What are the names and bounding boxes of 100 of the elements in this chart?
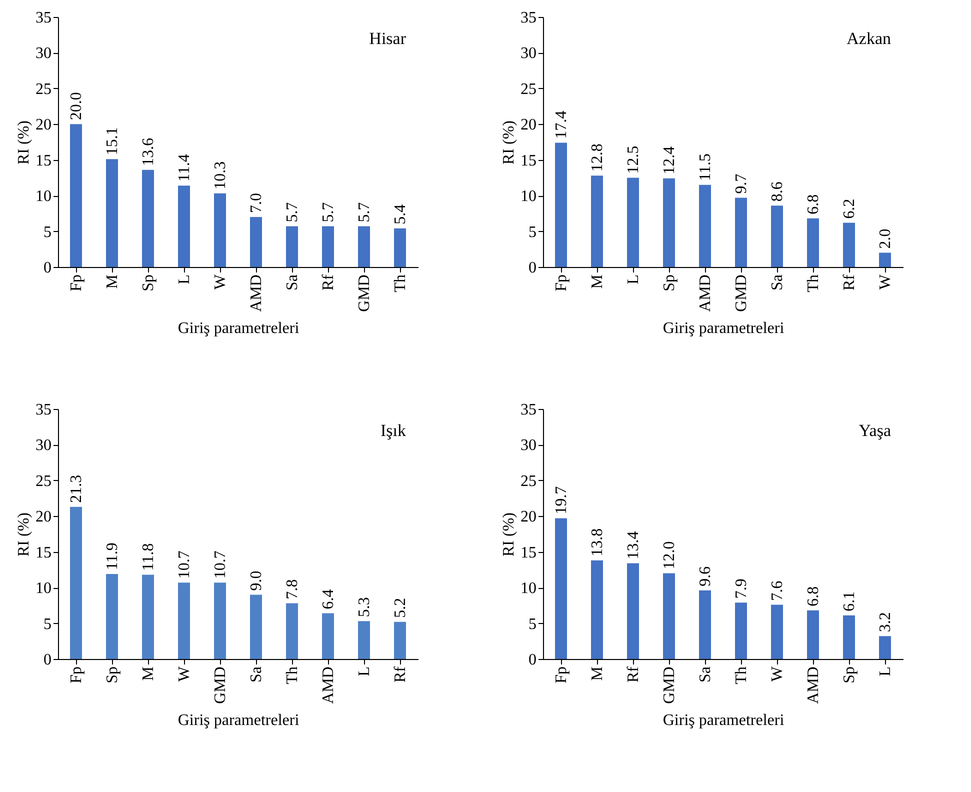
x-tick-label: Rf (841, 274, 858, 290)
data-label: 12.5 (625, 146, 642, 174)
data-label: 12.0 (661, 541, 678, 570)
x-tick-label: M (140, 666, 157, 681)
data-label: 6.2 (841, 198, 858, 219)
y-tick-label: 35 (36, 402, 52, 418)
data-label: 9.0 (248, 570, 265, 591)
data-label: 9.6 (697, 566, 714, 586)
x-tick-label: Fp (553, 274, 570, 292)
bar (322, 613, 334, 659)
x-tick-label: Sa (248, 666, 265, 682)
y-tick-label: 5 (44, 224, 52, 241)
bar (286, 603, 298, 659)
bar (322, 226, 334, 267)
y-tick-label: 10 (520, 580, 536, 598)
x-tick-label: AMD (805, 666, 822, 704)
y-tick-label: 30 (520, 437, 536, 454)
x-tick-label: AMD (320, 666, 337, 704)
bar (879, 636, 891, 659)
x-tick-label: L (625, 274, 642, 284)
bar (807, 218, 819, 267)
data-label: 5.7 (284, 202, 301, 222)
x-tick-label: Fp (553, 666, 570, 684)
y-tick-label: 15 (520, 544, 536, 562)
y-tick-label: 15 (36, 544, 52, 562)
x-tick-label: L (877, 666, 894, 676)
y-tick-label: 25 (36, 80, 52, 98)
data-label: 5.7 (320, 202, 337, 222)
data-label: 12.8 (589, 144, 606, 172)
data-label: 5.2 (392, 598, 409, 618)
y-tick-label: 30 (520, 45, 536, 62)
data-label: 8.6 (769, 182, 786, 202)
bar (214, 193, 226, 267)
data-label: 11.8 (140, 543, 157, 571)
x-axis-title: Giriş parametreleri (178, 320, 300, 337)
bar (843, 222, 855, 267)
data-label: 10.7 (176, 550, 193, 579)
data-label: 11.5 (697, 153, 714, 181)
data-label: 7.6 (769, 580, 786, 601)
data-label: 12.4 (661, 146, 678, 174)
x-tick-label: Rf (625, 666, 642, 682)
x-tick-label: Sa (769, 274, 786, 290)
bar (394, 622, 406, 659)
x-tick-label: Th (733, 666, 750, 684)
bar (627, 563, 639, 659)
x-tick-label: GMD (733, 274, 750, 312)
text: Yaşa (858, 421, 892, 440)
y-tick-label: 25 (36, 472, 52, 490)
bar (699, 184, 711, 267)
text: Işık (380, 421, 406, 440)
data-label: 15.1 (104, 127, 121, 156)
bar (663, 573, 675, 659)
y-tick-label: 20 (520, 508, 536, 526)
data-label: 5.3 (356, 597, 373, 618)
x-tick-label: M (104, 274, 121, 289)
y-tick-label: 35 (520, 402, 536, 418)
y-tick-label: 0 (44, 652, 52, 668)
y-tick-label: 35 (520, 10, 536, 26)
bar (106, 159, 118, 267)
data-label: 3.2 (877, 612, 894, 632)
x-tick-label: Sp (140, 274, 157, 292)
y-tick-label: 30 (36, 45, 52, 62)
x-tick-label: Sa (284, 274, 301, 290)
x-tick-label: M (589, 666, 606, 681)
data-label: 13.4 (625, 531, 642, 560)
bar (735, 198, 747, 267)
bar (843, 615, 855, 659)
x-tick-label: Rf (392, 666, 409, 682)
data-label: 10.3 (212, 161, 229, 190)
data-label: 11.9 (104, 542, 121, 570)
data-label: 13.8 (589, 528, 606, 556)
x-axis-title: Giriş parametreleri (178, 712, 300, 729)
bar (627, 178, 639, 267)
bar (250, 217, 262, 267)
data-label: 11.4 (176, 154, 193, 182)
y-tick-label: 5 (528, 224, 536, 241)
x-tick-label: W (212, 274, 229, 290)
y-tick-label: 15 (520, 152, 536, 170)
x-tick-label: GMD (356, 274, 373, 312)
bar (70, 506, 82, 659)
bar (771, 604, 783, 659)
data-label: 17.4 (553, 110, 570, 139)
x-tick-label: GMD (212, 666, 229, 704)
bar (286, 226, 298, 267)
x-tick-label: Sp (661, 274, 678, 292)
x-tick-label: Sp (841, 666, 858, 684)
data-label: 5.4 (392, 204, 409, 224)
x-tick-label: L (176, 274, 193, 284)
data-label: 7.8 (284, 579, 301, 600)
y-tick-label: 0 (528, 260, 536, 276)
x-axis-title: Giriş parametreleri (662, 712, 785, 729)
x-tick-label: Rf (320, 274, 337, 290)
y-tick-label: 0 (528, 652, 536, 668)
y-tick-label: 10 (36, 580, 52, 598)
bar (591, 560, 603, 659)
x-tick-label: Th (805, 274, 822, 292)
data-label: 7.9 (733, 578, 750, 599)
data-label: 6.8 (805, 194, 822, 214)
data-label: 19.7 (553, 486, 570, 514)
y-tick-label: 35 (36, 10, 52, 26)
